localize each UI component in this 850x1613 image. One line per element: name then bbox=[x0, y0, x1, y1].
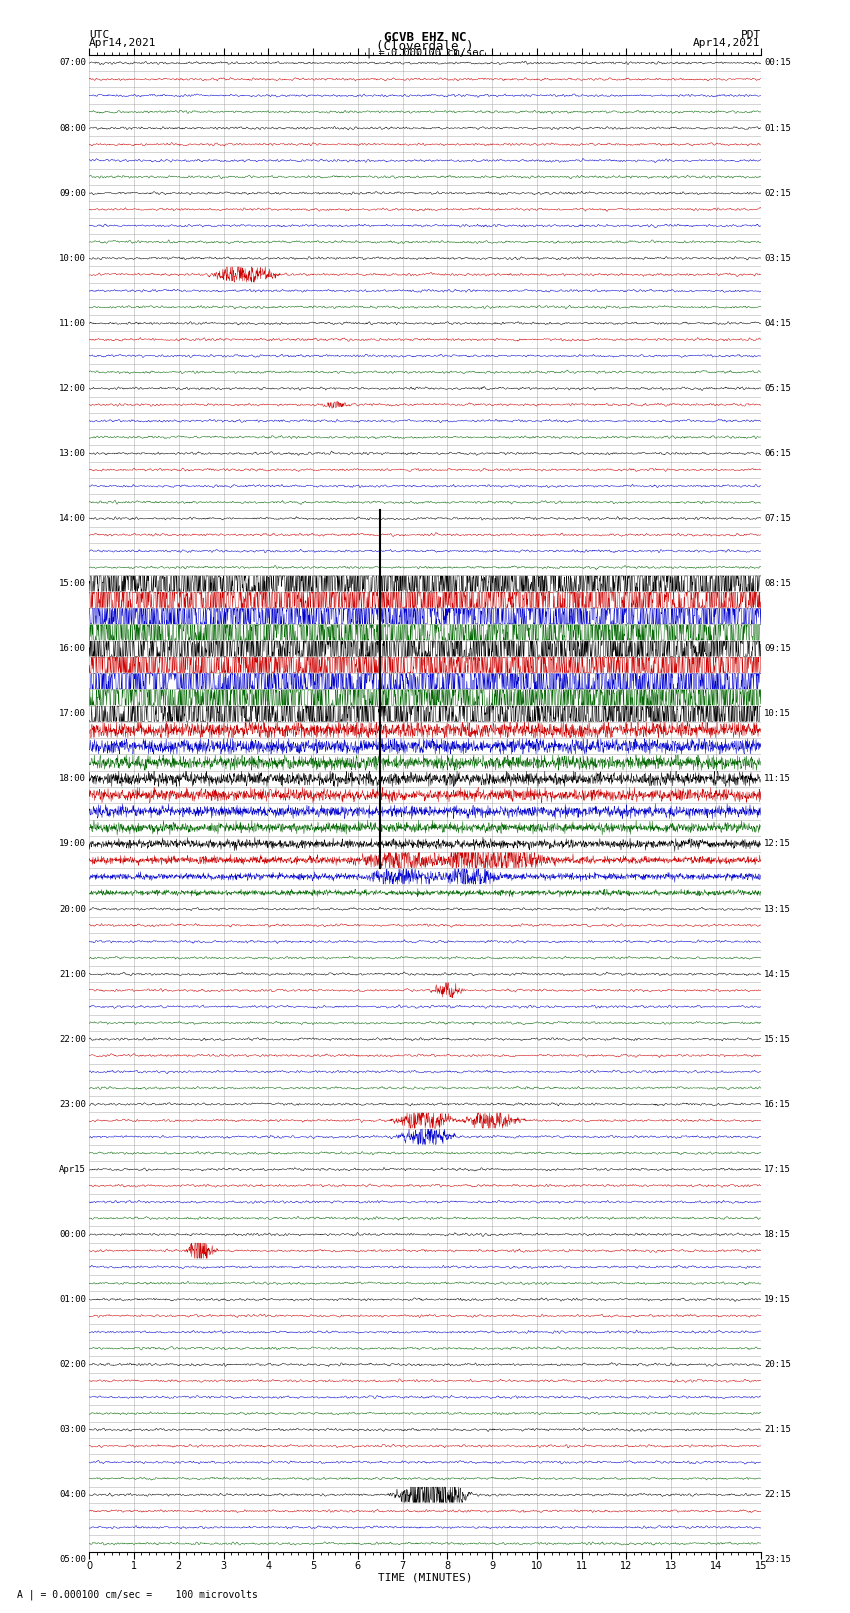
Text: | = 0.000100 cm/sec: | = 0.000100 cm/sec bbox=[366, 47, 484, 58]
Text: 07:15: 07:15 bbox=[764, 515, 791, 523]
Text: 05:00: 05:00 bbox=[59, 1555, 86, 1565]
Text: 16:00: 16:00 bbox=[59, 644, 86, 653]
Text: 21:15: 21:15 bbox=[764, 1426, 791, 1434]
Text: 07:00: 07:00 bbox=[59, 58, 86, 68]
Text: 10:15: 10:15 bbox=[764, 710, 791, 718]
Text: 17:00: 17:00 bbox=[59, 710, 86, 718]
Text: 02:00: 02:00 bbox=[59, 1360, 86, 1369]
Text: 08:00: 08:00 bbox=[59, 124, 86, 132]
Text: (Cloverdale ): (Cloverdale ) bbox=[377, 39, 473, 53]
Text: 01:00: 01:00 bbox=[59, 1295, 86, 1303]
Text: GCVB EHZ NC: GCVB EHZ NC bbox=[383, 31, 467, 45]
Text: 21:00: 21:00 bbox=[59, 969, 86, 979]
Text: 15:00: 15:00 bbox=[59, 579, 86, 589]
Text: 03:00: 03:00 bbox=[59, 1426, 86, 1434]
Text: 12:15: 12:15 bbox=[764, 839, 791, 848]
Text: 05:15: 05:15 bbox=[764, 384, 791, 394]
Text: 11:15: 11:15 bbox=[764, 774, 791, 784]
Text: 19:15: 19:15 bbox=[764, 1295, 791, 1303]
X-axis label: TIME (MINUTES): TIME (MINUTES) bbox=[377, 1573, 473, 1582]
Text: Apr14,2021: Apr14,2021 bbox=[89, 37, 156, 48]
Text: 09:00: 09:00 bbox=[59, 189, 86, 198]
Text: 19:00: 19:00 bbox=[59, 839, 86, 848]
Text: 20:15: 20:15 bbox=[764, 1360, 791, 1369]
Text: A | = 0.000100 cm/sec =    100 microvolts: A | = 0.000100 cm/sec = 100 microvolts bbox=[17, 1589, 258, 1600]
Text: 04:00: 04:00 bbox=[59, 1490, 86, 1498]
Text: 15:15: 15:15 bbox=[764, 1034, 791, 1044]
Text: 23:00: 23:00 bbox=[59, 1100, 86, 1108]
Text: 22:15: 22:15 bbox=[764, 1490, 791, 1498]
Text: 18:15: 18:15 bbox=[764, 1231, 791, 1239]
Text: 13:15: 13:15 bbox=[764, 905, 791, 913]
Text: Apr15: Apr15 bbox=[59, 1165, 86, 1174]
Text: 00:00: 00:00 bbox=[59, 1231, 86, 1239]
Text: PDT: PDT bbox=[740, 31, 761, 40]
Text: 17:15: 17:15 bbox=[764, 1165, 791, 1174]
Text: 12:00: 12:00 bbox=[59, 384, 86, 394]
Text: 06:15: 06:15 bbox=[764, 448, 791, 458]
Text: 14:00: 14:00 bbox=[59, 515, 86, 523]
Text: 18:00: 18:00 bbox=[59, 774, 86, 784]
Text: 09:15: 09:15 bbox=[764, 644, 791, 653]
Text: 04:15: 04:15 bbox=[764, 319, 791, 327]
Text: 02:15: 02:15 bbox=[764, 189, 791, 198]
Text: 14:15: 14:15 bbox=[764, 969, 791, 979]
Text: 10:00: 10:00 bbox=[59, 253, 86, 263]
Text: 13:00: 13:00 bbox=[59, 448, 86, 458]
Text: 20:00: 20:00 bbox=[59, 905, 86, 913]
Text: Apr14,2021: Apr14,2021 bbox=[694, 37, 761, 48]
Text: 22:00: 22:00 bbox=[59, 1034, 86, 1044]
Text: 03:15: 03:15 bbox=[764, 253, 791, 263]
Text: 00:15: 00:15 bbox=[764, 58, 791, 68]
Text: 01:15: 01:15 bbox=[764, 124, 791, 132]
Text: 16:15: 16:15 bbox=[764, 1100, 791, 1108]
Text: UTC: UTC bbox=[89, 31, 110, 40]
Text: 08:15: 08:15 bbox=[764, 579, 791, 589]
Text: 23:15: 23:15 bbox=[764, 1555, 791, 1565]
Text: 11:00: 11:00 bbox=[59, 319, 86, 327]
